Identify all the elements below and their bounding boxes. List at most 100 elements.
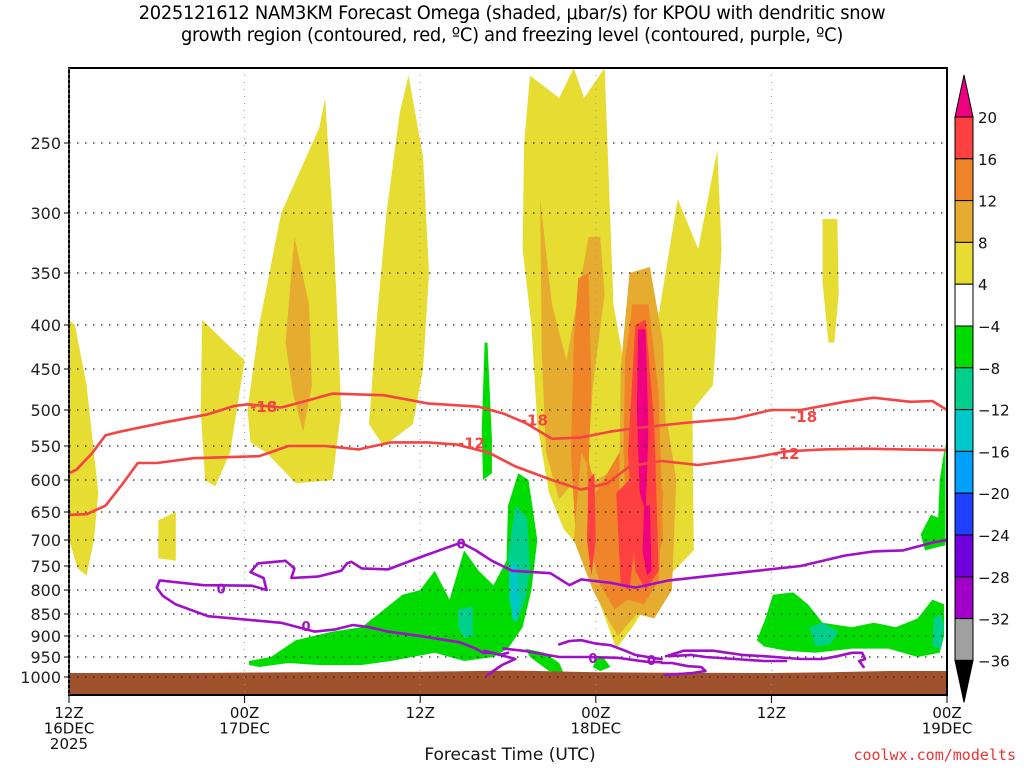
freezing-contour-2 <box>483 649 517 677</box>
y-tick-label-850: 850 <box>30 605 61 624</box>
dgz-contour-label: -18 <box>521 411 548 429</box>
colorbar-label--16: −16 <box>978 443 1010 461</box>
x-tick-label: 00Z <box>581 704 610 722</box>
omega-region-yellow-small-750 <box>158 512 176 561</box>
colorbar-swatch-8-12 <box>954 200 974 243</box>
colorbar-label-4: 4 <box>978 276 988 294</box>
x-tick-label: 19DEC <box>922 720 973 738</box>
colorbar-swatch--36--32 <box>954 618 974 661</box>
x-tick-label: 16DEC <box>44 720 95 738</box>
omega-region-yellow-plume-420 <box>200 319 245 487</box>
freezing-contour-0 <box>155 538 947 592</box>
plot-frame <box>68 67 948 696</box>
freezing-contour-label: 0 <box>217 583 226 598</box>
y-tick-label-500: 500 <box>30 401 61 420</box>
colorbar-label--36: −36 <box>978 652 1010 670</box>
y-tick-label-700: 700 <box>30 531 61 550</box>
y-tick-label-350: 350 <box>30 264 61 283</box>
colorbar-label--8: −8 <box>978 360 1000 378</box>
y-tick-label-950: 950 <box>30 648 61 667</box>
omega-region-magenta-upper <box>636 329 649 512</box>
colorbar-swatch--28--24 <box>954 534 974 578</box>
freezing-contour-1 <box>155 586 510 657</box>
colorbar-label--20: −20 <box>978 485 1010 503</box>
colorbar-swatch--8--4 <box>954 325 974 369</box>
y-tick-label-1000: 1000 <box>20 668 61 687</box>
colorbar-swatch--20--16 <box>954 450 974 494</box>
colorbar-swatch-16-20 <box>954 116 974 160</box>
freezing-contour-6 <box>660 661 707 677</box>
omega-region-red-lower-core <box>616 480 636 590</box>
y-tick-label-550: 550 <box>30 437 61 456</box>
y-tick-label-450: 450 <box>30 360 61 379</box>
y-tick-label-250: 250 <box>30 134 61 153</box>
chart-title: 2025121612 NAM3KM Forecast Omega (shaded… <box>31 2 994 46</box>
colorbar-label--28: −28 <box>978 569 1010 587</box>
colorbar-label-12: 12 <box>978 193 997 211</box>
x-tick-label: 12Z <box>54 704 83 722</box>
terrain-fill <box>69 670 947 695</box>
omega-shading-layer <box>69 68 946 673</box>
y-tick-label-900: 900 <box>30 627 61 646</box>
x-tick-label: 12Z <box>406 704 435 722</box>
omega-region-green-blob-37 <box>592 657 611 671</box>
omega-region-green-blob-lower-31 <box>525 648 564 673</box>
dgz-contour-0 <box>69 392 947 475</box>
colorbar-swatch-12-16 <box>954 158 974 202</box>
colorbar-top-arrow <box>954 74 974 118</box>
colorbar-swatch--16--12 <box>954 409 974 452</box>
colorbar-label--32: −32 <box>978 611 1010 629</box>
omega-region-yellow-plume-left-edge <box>69 319 99 576</box>
y-tick-label-800: 800 <box>30 581 61 600</box>
omega-region-red-left-stripe <box>587 473 596 576</box>
y-tick-label-750: 750 <box>30 557 61 576</box>
plot-border <box>68 67 948 696</box>
freezing-contour-7 <box>667 653 788 663</box>
omega-region-green-right-block <box>756 592 945 657</box>
y-tick-label-300: 300 <box>30 204 61 223</box>
credit-link[interactable]: coolwx.com/modelts <box>853 746 1016 764</box>
dgz-contour-1 <box>69 441 947 517</box>
x-tick-label: 18DEC <box>571 720 622 738</box>
omega-region-orange-core-390 <box>285 237 312 432</box>
y-tick-label-600: 600 <box>30 471 61 490</box>
chart-title-line-2: growth region (contoured, red, ºC) and f… <box>180 24 844 46</box>
freezing-contour-4 <box>502 647 663 664</box>
x-tick-label: 17DEC <box>219 720 270 738</box>
freezing-contour-3 <box>557 638 663 661</box>
colorbar-swatch--32--28 <box>954 576 974 620</box>
dgz-contour-label: -18 <box>250 398 277 416</box>
colorbar-label--12: −12 <box>978 402 1010 420</box>
colorbar-swatch-4-8 <box>954 241 974 285</box>
freezing-contour-label: 0 <box>457 538 466 553</box>
omega-region-yellow-plume-240 <box>369 75 429 446</box>
colorbar-label-16: 16 <box>978 151 997 169</box>
freezing-contour-label: 0 <box>588 652 597 667</box>
y-axis: 250 300 350 400 450 500 550 600 650 700 750 800 850 9… <box>20 134 69 687</box>
colorbar: 20 16 12 8 4 −4 −8 −12 −16 −20 −24 −28 −32 −36 <box>954 74 1010 703</box>
colorbar-swatch--4-4 <box>954 283 974 327</box>
chart-title-line-1: 2025121612 NAM3KM Forecast Omega (shaded… <box>138 2 886 24</box>
omega-region-cyan-core-30 <box>509 560 520 623</box>
colorbar-label-8: 8 <box>978 234 988 252</box>
omega-region-green-sliver-28 <box>481 342 492 480</box>
omega-region-teal-blob-right-50 <box>809 622 839 647</box>
y-tick-label-400: 400 <box>30 316 61 335</box>
dgz-contour-label: -12 <box>772 445 799 463</box>
x-tick-label: 00Z <box>230 704 259 722</box>
colorbar-label--24: −24 <box>978 527 1010 545</box>
dgz-contour-label: -12 <box>458 434 485 452</box>
x-tick-label: 12Z <box>757 704 786 722</box>
colorbar-label-20: 20 <box>978 109 997 127</box>
colorbar-bottom-arrow <box>954 659 974 703</box>
colorbar-swatch--24--20 <box>954 492 974 536</box>
freezing-contour-5 <box>664 649 867 669</box>
omega-region-yellow-blob-52 <box>822 219 839 343</box>
x-tick-label: 00Z <box>932 704 961 722</box>
omega-region-magenta-lower <box>642 505 652 576</box>
y-tick-label-650: 650 <box>30 503 61 522</box>
colorbar-swatch--12--8 <box>954 367 974 411</box>
